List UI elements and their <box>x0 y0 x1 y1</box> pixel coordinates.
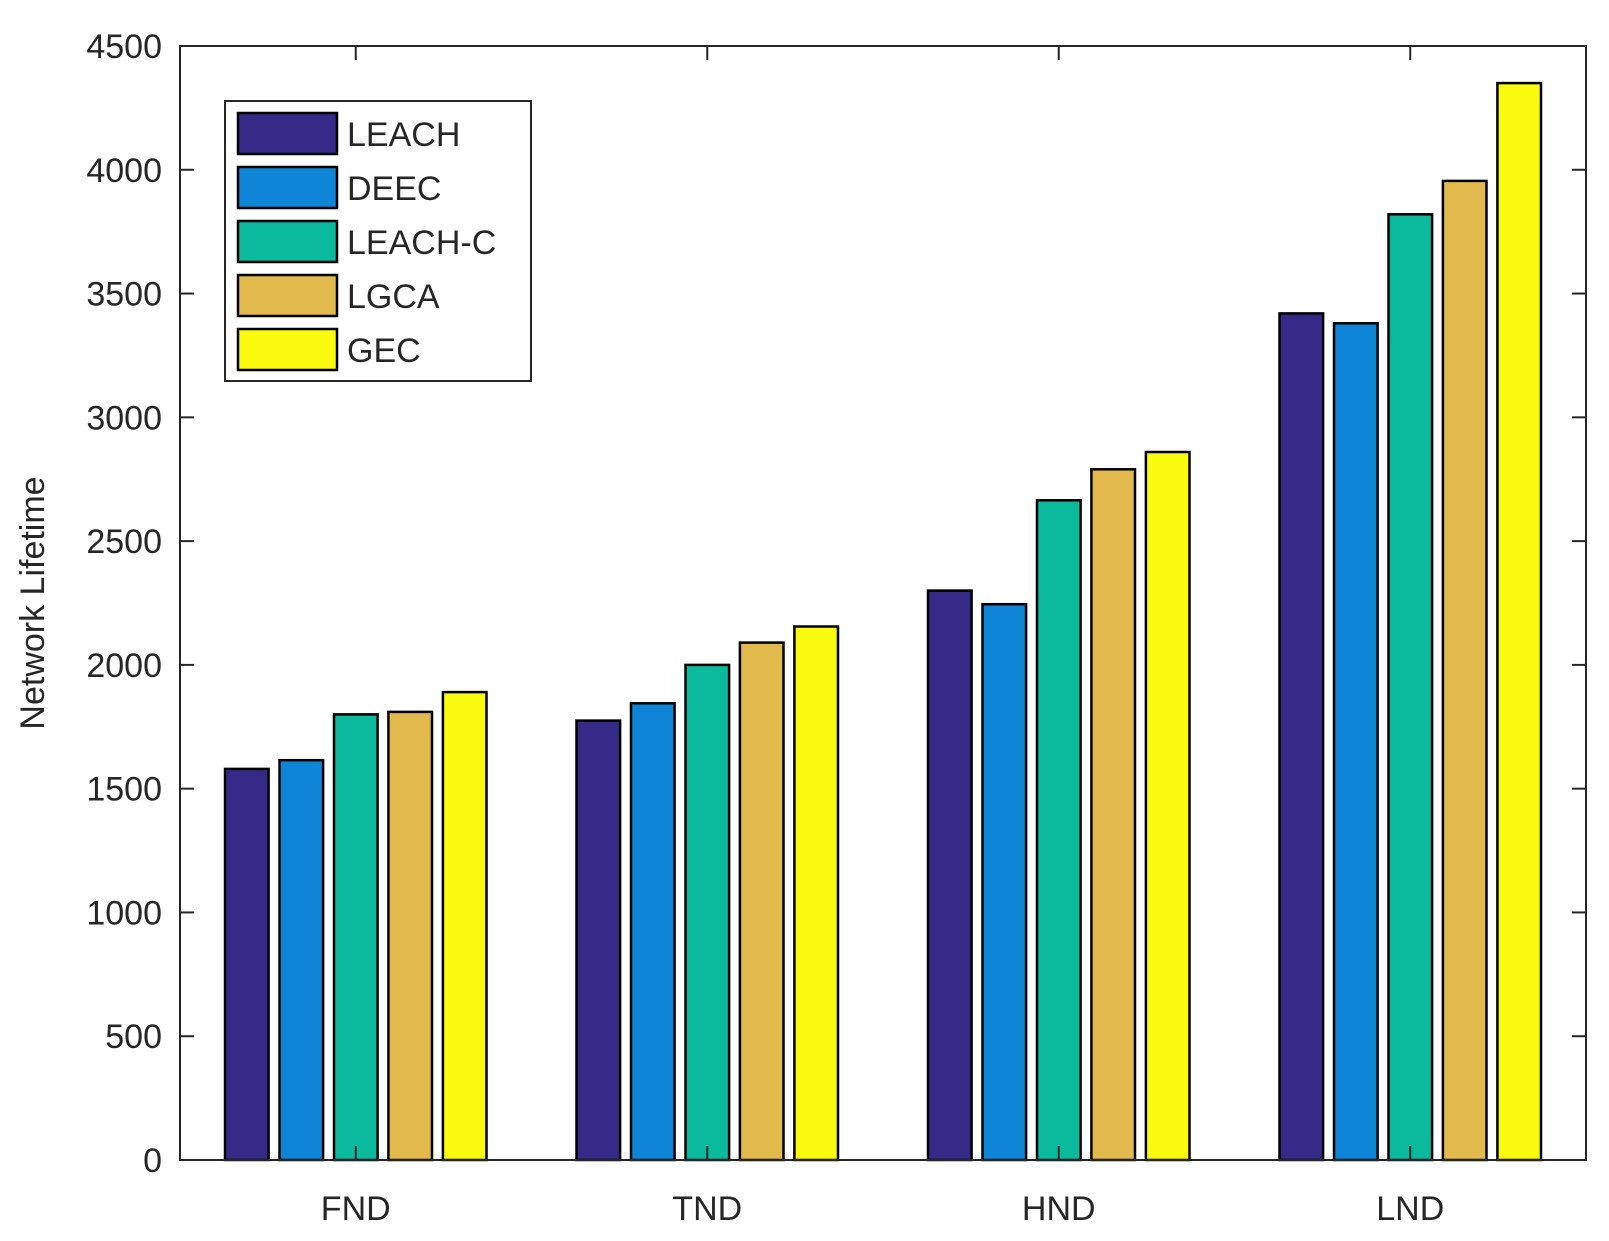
bar-leach-c-hnd <box>1035 499 1082 1162</box>
plot-frame <box>179 45 1587 1161</box>
y-tick-label: 3000 <box>86 399 162 437</box>
x-tick-label-lnd: LND <box>1376 1190 1444 1228</box>
bar-leach-c-lnd <box>1387 213 1434 1162</box>
legend-label-gec: GEC <box>347 332 421 370</box>
bar-lgca-hnd <box>1090 468 1137 1162</box>
bar-leach-c-tnd <box>684 663 731 1162</box>
bar-deec-hnd <box>981 602 1028 1162</box>
bar-lgca-lnd <box>1441 179 1488 1162</box>
y-tick-label: 1500 <box>86 771 162 809</box>
bar-leach-hnd <box>926 589 973 1162</box>
y-tick-label: 4500 <box>86 28 162 66</box>
bar-leach-c-fnd <box>332 713 379 1162</box>
bar-gec-hnd <box>1144 450 1191 1162</box>
bar-leach-lnd <box>1278 312 1325 1162</box>
legend-swatch-gec <box>236 327 339 372</box>
x-tick-label-fnd: FND <box>321 1190 391 1228</box>
y-tick-label: 1000 <box>86 894 162 932</box>
y-tick-labels: 0 500 1000 1500 2000 2500 3000 3500 4000 4500 <box>86 28 162 1180</box>
bar-lgca-fnd <box>387 710 434 1162</box>
y-tick-label: 3500 <box>86 276 162 314</box>
x-tick-label-hnd: HND <box>1022 1190 1096 1228</box>
bar-lgca-tnd <box>738 641 785 1162</box>
bar-gec-tnd <box>793 625 840 1162</box>
y-tick-label: 2000 <box>86 647 162 685</box>
y-tick-label: 2500 <box>86 523 162 561</box>
legend-swatch-lgca <box>236 273 339 318</box>
bar-leach-fnd <box>223 767 270 1162</box>
bars-group <box>223 81 1543 1162</box>
legend-label-lgca: LGCA <box>347 278 440 316</box>
bar-deec-fnd <box>278 758 325 1162</box>
legend-swatch-deec <box>236 165 339 210</box>
bar-gec-fnd <box>441 690 488 1162</box>
x-tick-label-tnd: TND <box>672 1190 742 1228</box>
legend-label-leach-c: LEACH-C <box>347 224 496 262</box>
legend-label-leach: LEACH <box>347 116 460 154</box>
bar-deec-lnd <box>1332 322 1379 1162</box>
legend-swatch-leach <box>236 111 339 156</box>
legend-label-deec: DEEC <box>347 170 441 208</box>
y-tick-label: 500 <box>105 1018 162 1056</box>
y-tick-label: 4000 <box>86 152 162 190</box>
legend: LEACH DEEC LEACH-C LGCA GEC <box>224 100 532 382</box>
bar-leach-tnd <box>575 719 622 1162</box>
x-tick-labels: FND TND HND LND <box>321 1190 1444 1228</box>
bar-deec-tnd <box>629 702 676 1162</box>
legend-swatch-leach-c <box>236 219 339 264</box>
y-axis-label: Network Lifetime <box>14 476 52 729</box>
bar-gec-lnd <box>1496 81 1543 1162</box>
y-tick-label: 0 <box>143 1142 162 1180</box>
